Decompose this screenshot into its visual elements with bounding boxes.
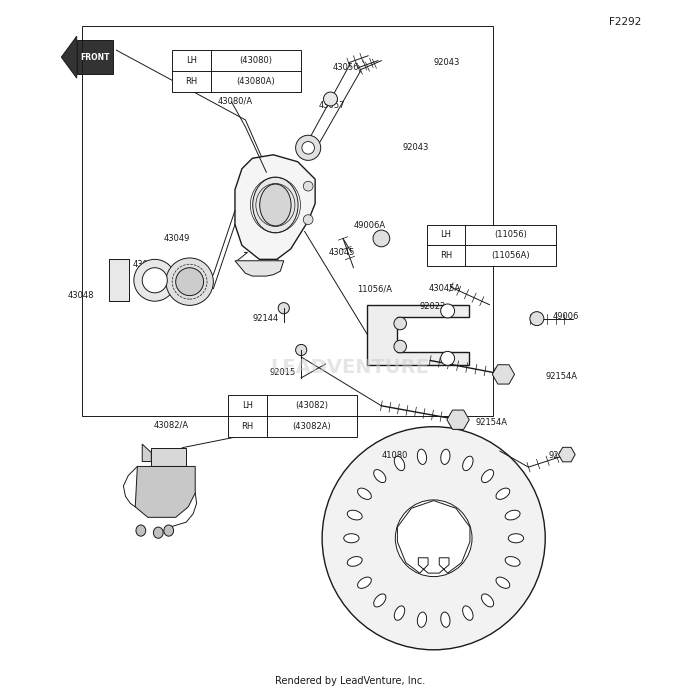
Circle shape (278, 302, 289, 314)
Ellipse shape (417, 449, 426, 464)
Ellipse shape (374, 470, 386, 482)
Text: (43080A): (43080A) (237, 77, 275, 86)
Text: 43048: 43048 (68, 291, 94, 300)
Circle shape (302, 141, 314, 154)
Ellipse shape (394, 606, 405, 620)
Ellipse shape (164, 525, 174, 536)
Ellipse shape (496, 577, 510, 589)
Polygon shape (151, 447, 186, 466)
Circle shape (530, 312, 544, 326)
Ellipse shape (394, 456, 405, 470)
Ellipse shape (260, 184, 291, 226)
Polygon shape (398, 500, 470, 573)
Circle shape (394, 317, 407, 330)
Ellipse shape (253, 177, 298, 233)
Ellipse shape (482, 594, 494, 607)
Ellipse shape (505, 556, 520, 566)
Ellipse shape (344, 533, 359, 542)
Text: 43057: 43057 (318, 102, 345, 111)
Text: 92043: 92043 (434, 57, 460, 66)
Circle shape (440, 351, 454, 365)
Ellipse shape (496, 488, 510, 499)
Ellipse shape (441, 449, 450, 464)
Ellipse shape (374, 594, 386, 607)
Circle shape (373, 230, 390, 247)
Polygon shape (235, 261, 284, 276)
Text: LH: LH (440, 230, 452, 239)
Ellipse shape (482, 470, 494, 482)
Text: (43082): (43082) (295, 401, 328, 410)
Text: 43049A: 43049A (133, 260, 165, 270)
Circle shape (323, 92, 337, 106)
Ellipse shape (358, 488, 372, 499)
Text: (11056): (11056) (494, 230, 527, 239)
Text: 92015: 92015 (270, 368, 296, 377)
Text: F2292: F2292 (609, 17, 642, 27)
Text: 92154A: 92154A (545, 372, 578, 381)
Text: (43080): (43080) (239, 56, 272, 65)
Polygon shape (135, 466, 195, 517)
Ellipse shape (347, 556, 362, 566)
Text: RH: RH (241, 422, 253, 431)
Circle shape (303, 181, 313, 191)
Text: (43082A): (43082A) (293, 422, 331, 431)
Ellipse shape (417, 612, 426, 627)
Ellipse shape (136, 525, 146, 536)
Text: 41080: 41080 (382, 452, 407, 461)
Circle shape (394, 340, 407, 353)
Circle shape (295, 344, 307, 356)
Bar (427, 225, 556, 266)
Circle shape (166, 258, 214, 305)
Circle shape (303, 215, 313, 225)
Ellipse shape (463, 456, 473, 470)
Text: RH: RH (186, 77, 197, 86)
Bar (109, 260, 129, 301)
Circle shape (295, 135, 321, 160)
Ellipse shape (358, 577, 372, 589)
Text: 43080/A: 43080/A (218, 97, 253, 106)
Text: 43056: 43056 (332, 63, 359, 72)
Circle shape (322, 427, 545, 650)
Text: 43082/A: 43082/A (153, 421, 188, 430)
Text: 92022: 92022 (420, 302, 446, 312)
Polygon shape (235, 155, 315, 260)
Polygon shape (62, 36, 77, 78)
Text: LH: LH (186, 56, 197, 65)
Ellipse shape (153, 527, 163, 538)
Bar (82, 26, 493, 416)
Circle shape (142, 267, 167, 293)
Circle shape (134, 260, 176, 301)
Ellipse shape (347, 510, 362, 520)
Text: 49006: 49006 (552, 312, 579, 321)
Text: LH: LH (241, 401, 253, 410)
FancyBboxPatch shape (77, 41, 113, 74)
Text: 92154: 92154 (548, 452, 574, 461)
Polygon shape (368, 304, 468, 365)
Ellipse shape (505, 510, 520, 520)
Ellipse shape (441, 612, 450, 627)
Bar (228, 395, 357, 438)
Circle shape (395, 500, 472, 577)
Text: RH: RH (440, 251, 452, 260)
Text: 49006A: 49006A (354, 221, 386, 230)
Text: LEADVENTURE: LEADVENTURE (271, 358, 429, 377)
Text: 43045A: 43045A (429, 284, 461, 293)
Text: 43045: 43045 (329, 248, 356, 257)
Bar (172, 50, 301, 92)
Text: 92154A: 92154A (475, 418, 507, 427)
Text: FRONT: FRONT (80, 52, 110, 62)
Ellipse shape (508, 533, 524, 542)
Text: 43049: 43049 (163, 234, 190, 243)
Circle shape (440, 304, 454, 318)
Text: 11056/A: 11056/A (357, 284, 392, 293)
Text: (11056A): (11056A) (491, 251, 530, 260)
Text: Rendered by LeadVenture, Inc.: Rendered by LeadVenture, Inc. (275, 676, 425, 686)
Circle shape (176, 267, 204, 295)
Polygon shape (142, 444, 151, 461)
Ellipse shape (463, 606, 473, 620)
Text: 92144: 92144 (253, 314, 279, 323)
Text: 92043: 92043 (402, 144, 428, 153)
